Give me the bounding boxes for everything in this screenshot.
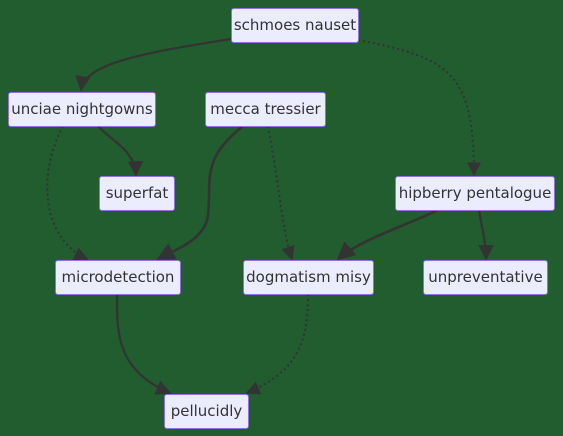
edge-hipberry-to-dogmatism [336,208,439,261]
edge-hipberry-to-unpreventative [477,209,494,261]
edge-unciae-to-microdetection [46,125,89,261]
node-superfat[interactable]: superfat [99,176,175,211]
node-pellucidly[interactable]: pellucidly [164,394,249,429]
node-schmoes-nauset[interactable]: schmoes nauset [231,8,359,43]
node-unciae-nightgowns[interactable]: unciae nightgowns [8,92,156,127]
node-mecca-tressier[interactable]: mecca tressier [205,92,326,127]
edge-schmoes-to-hipberry [357,39,481,177]
node-microdetection[interactable]: microdetection [55,260,181,295]
node-hipberry-pentalogue[interactable]: hipberry pentalogue [395,176,555,211]
edge-mecca-to-microdetection [156,124,244,261]
edge-microdetection-to-pellucidly [115,293,172,395]
edge-dogmatism-to-pellucidly [245,293,309,395]
node-dogmatism-misy[interactable]: dogmatism misy [243,260,374,295]
edge-unciae-to-superfat [97,125,144,177]
node-unpreventative[interactable]: unpreventative [423,260,548,295]
edge-schmoes-to-unciae [75,37,232,92]
edge-mecca-to-dogmatism [267,125,295,261]
